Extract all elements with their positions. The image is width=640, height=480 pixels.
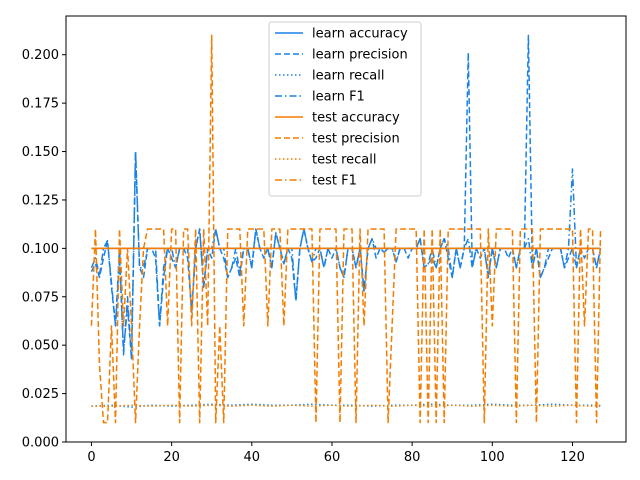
legend-label: test accuracy [312,111,400,126]
legend-label: test precision [312,132,400,147]
series-line-3 [90,150,602,360]
x-tick-label: 40 [244,450,261,465]
series-line-1 [90,34,602,360]
y-tick-label: 0.075 [22,290,59,305]
plot-frame [65,15,627,443]
legend-label: learn precision [312,48,408,63]
x-tick-label: 20 [163,450,180,465]
legend: learn accuracy learn precision learn recal… [268,21,422,197]
legend-label: learn accuracy [312,27,408,42]
x-tick-label: 80 [404,450,421,465]
x-tick-label: 100 [480,450,505,465]
series-line-5 [90,34,602,424]
y-tick-label: 0.150 [22,145,59,160]
legend-label: learn F1 [312,90,365,105]
x-tick-label: 60 [324,450,341,465]
y-tick-label: 0.200 [22,48,59,63]
legend-label: learn recall [312,69,384,84]
y-tick-label: 0.000 [22,436,59,451]
y-tick-label: 0.025 [22,387,59,402]
x-tick-label: 0 [87,450,95,465]
y-axis: 0.000 0.025 0.050 0.075 0.100 0.125 0.150 0.175… [22,48,66,451]
series-lines [90,34,602,424]
y-tick-label: 0.100 [22,242,59,257]
series-line-2 [91,403,601,408]
legend-box [268,21,422,197]
series-line-6 [91,404,601,407]
x-axis: 0 20 40 60 80 100 120 [87,442,585,465]
y-tick-label: 0.050 [22,339,59,354]
y-tick-label: 0.175 [22,97,59,112]
y-tick-label: 0.125 [22,193,59,208]
legend-label: test recall [312,153,377,168]
x-tick-label: 120 [560,450,585,465]
legend-label: test F1 [312,174,357,189]
